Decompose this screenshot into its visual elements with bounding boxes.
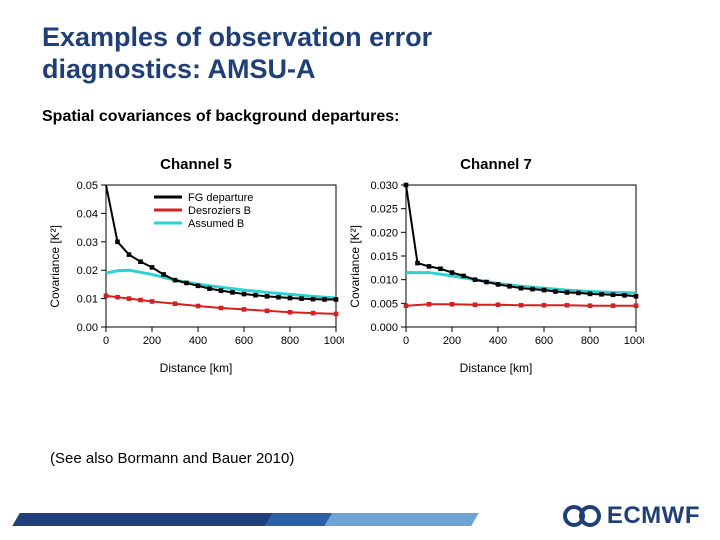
svg-text:FG departure: FG departure	[188, 192, 253, 204]
svg-text:200: 200	[143, 335, 161, 347]
panel-title: Channel 5	[160, 156, 232, 173]
citation: (See also Bormann and Bauer 2010)	[50, 450, 294, 467]
logo-rings-icon	[563, 505, 601, 527]
subtitle: Spatial covariances of background depart…	[0, 86, 720, 126]
svg-text:0.005: 0.005	[370, 298, 398, 310]
title-line1: Examples of observation error	[42, 22, 720, 54]
svg-text:0.015: 0.015	[370, 251, 398, 263]
footer-bar	[12, 513, 479, 526]
svg-text:Assumed B: Assumed B	[188, 218, 244, 230]
svg-text:0.05: 0.05	[77, 180, 98, 192]
footer-text: NWP SAF training course 2016: Observatio…	[26, 497, 276, 509]
svg-text:0.02: 0.02	[77, 265, 98, 277]
x-axis-label: Distance [km]	[460, 361, 533, 375]
svg-text:0.04: 0.04	[77, 208, 98, 220]
svg-text:200: 200	[443, 335, 461, 347]
svg-text:400: 400	[489, 335, 507, 347]
chart-panel: Channel 5 Covariance [K²] 0 200 400 600 800 100…	[48, 156, 344, 375]
svg-text:0.010: 0.010	[370, 274, 398, 286]
svg-text:0.00: 0.00	[77, 322, 98, 334]
svg-text:600: 600	[235, 335, 253, 347]
svg-text:0.025: 0.025	[370, 203, 398, 215]
svg-text:1000: 1000	[624, 335, 644, 347]
charts-container: Channel 5 Covariance [K²] 0 200 400 600 800 100…	[0, 126, 720, 375]
svg-text:0.01: 0.01	[77, 293, 98, 305]
svg-text:1000: 1000	[324, 335, 344, 347]
page-title: Examples of observation error diagnostic…	[0, 0, 720, 86]
title-line2: diagnostics: AMSU-A	[42, 54, 720, 86]
ecmwf-logo: ECMWF	[563, 502, 700, 530]
y-axis-label: Covariance [K²]	[48, 225, 62, 308]
svg-text:0: 0	[103, 335, 109, 347]
svg-text:0.030: 0.030	[370, 180, 398, 192]
y-axis-label: Covariance [K²]	[348, 225, 362, 308]
svg-text:0.03: 0.03	[77, 237, 98, 249]
svg-text:400: 400	[189, 335, 207, 347]
svg-text:800: 800	[581, 335, 599, 347]
svg-text:800: 800	[281, 335, 299, 347]
svg-text:0.000: 0.000	[370, 322, 398, 334]
panel-title: Channel 7	[460, 156, 532, 173]
svg-text:0: 0	[403, 335, 409, 347]
chart-panel: Channel 7 Covariance [K²] 0 200 400 600 800 100…	[348, 156, 644, 375]
svg-text:600: 600	[535, 335, 553, 347]
svg-text:0.020: 0.020	[370, 227, 398, 239]
logo-text: ECMWF	[607, 502, 700, 530]
x-axis-label: Distance [km]	[160, 361, 233, 375]
svg-text:Desroziers B: Desroziers B	[188, 205, 251, 217]
